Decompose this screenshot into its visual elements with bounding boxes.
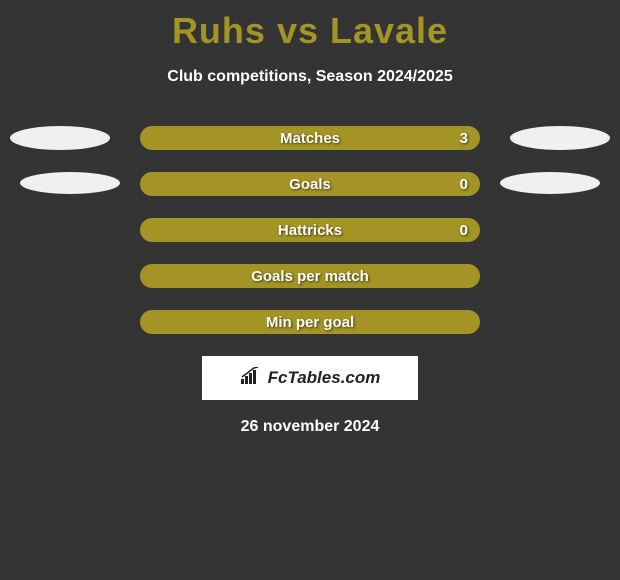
stat-value: 0 [460,222,468,239]
page-subtitle: Club competitions, Season 2024/2025 [0,68,620,86]
stat-row-goals-per-match: Goals per match [0,264,620,288]
ellipse-decoration-icon [10,126,110,150]
stat-label: Goals per match [251,268,369,285]
stat-row-hattricks: Hattricks 0 [0,218,620,242]
stat-bar: Matches 3 [140,126,480,150]
date-text: 26 november 2024 [0,418,620,436]
logo-text: FcTables.com [268,368,381,388]
stat-bar: Goals per match [140,264,480,288]
stat-label: Min per goal [266,314,354,331]
stat-row-matches: Matches 3 [0,126,620,150]
stat-value: 3 [460,130,468,147]
stat-label: Goals [289,176,331,193]
stat-row-min-per-goal: Min per goal [0,310,620,334]
stat-bar: Min per goal [140,310,480,334]
chart-bars-icon [240,367,262,390]
stat-row-goals: Goals 0 [0,172,620,196]
ellipse-decoration-icon [500,172,600,194]
ellipse-decoration-icon [510,126,610,150]
stat-value: 0 [460,176,468,193]
stats-container: Matches 3 Goals 0 Hattricks 0 Goals per … [0,126,620,334]
logo-box: FcTables.com [202,356,418,400]
stat-bar: Goals 0 [140,172,480,196]
logo: FcTables.com [240,367,381,390]
page-title: Ruhs vs Lavale [0,0,620,52]
ellipse-decoration-icon [20,172,120,194]
stat-label: Hattricks [278,222,342,239]
stat-label: Matches [280,130,340,147]
stat-bar: Hattricks 0 [140,218,480,242]
